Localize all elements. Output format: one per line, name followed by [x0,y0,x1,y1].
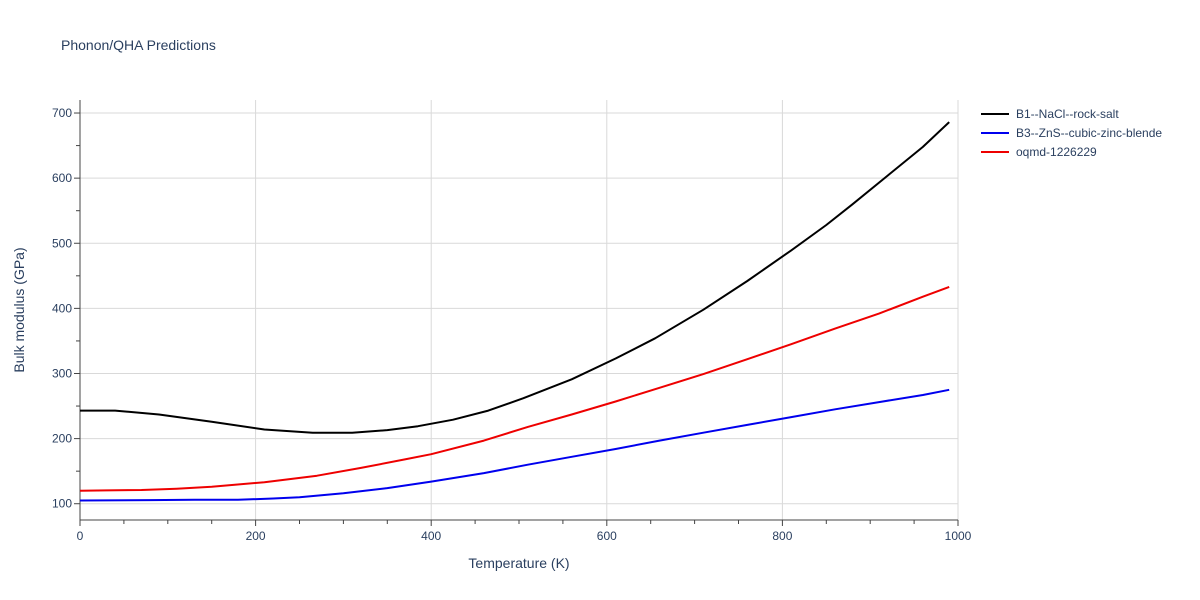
y-tick-label: 300 [52,366,72,380]
y-tick-label: 500 [52,236,72,250]
chart-title: Phonon/QHA Predictions [61,37,216,53]
legend-label-1[interactable]: B3--ZnS--cubic-zinc-blende [1016,126,1162,140]
x-axis-title: Temperature (K) [468,555,569,571]
x-tick-label: 0 [77,529,84,543]
y-tick-label: 700 [52,106,72,120]
series-line-0 [80,121,950,434]
y-tick-label: 200 [52,432,72,446]
legend: B1--NaCl--rock-salt B3--ZnS--cubic-zinc-b… [981,107,1162,159]
legend-label-0[interactable]: B1--NaCl--rock-salt [1016,107,1119,121]
x-tick-label: 200 [246,529,266,543]
series-lines [79,121,950,502]
x-tick-label: 400 [421,529,441,543]
y-tick-label: 400 [52,301,72,315]
x-tick-label: 1000 [945,529,972,543]
y-axis-title: Bulk modulus (GPa) [11,247,27,372]
axes: 0 200 400 600 800 1000 100 200 300 400 500 600 700 [52,100,972,543]
legend-label-2[interactable]: oqmd-1226229 [1016,145,1097,159]
x-tick-label: 800 [772,529,792,543]
series-line-1 [79,388,950,502]
y-tick-label: 100 [52,497,72,511]
series-line-2 [79,285,950,492]
grid [80,100,959,520]
x-tick-label: 600 [597,529,617,543]
y-tick-label: 600 [52,171,72,185]
